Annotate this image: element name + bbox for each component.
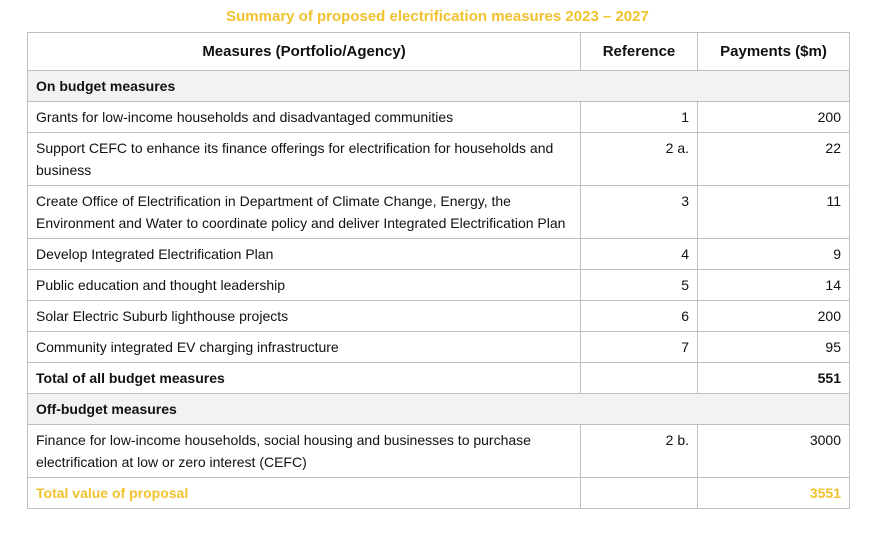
section-row: Off-budget measures (27, 393, 850, 425)
payment: 14 (697, 269, 850, 301)
empty-cell (580, 477, 698, 509)
measure: Public education and thought leadership (27, 269, 581, 301)
empty-cell (580, 362, 698, 394)
payment: 3000 (697, 424, 850, 478)
total-value: 551 (697, 362, 850, 394)
table-body: On budget measures Grants for low-income … (27, 70, 850, 509)
grand-total-label: Total value of proposal (27, 477, 581, 509)
payment: 11 (697, 185, 850, 239)
reference: 4 (580, 238, 698, 270)
section-title: Off-budget measures (27, 393, 850, 425)
measure-row: Community integrated EV charging infrast… (27, 331, 850, 363)
column-header: Payments ($m) (697, 32, 850, 71)
measure: Support CEFC to enhance its finance offe… (27, 132, 581, 186)
measure: Develop Integrated Electrification Plan (27, 238, 581, 270)
measure: Community integrated EV charging infrast… (27, 331, 581, 363)
payment: 200 (697, 101, 850, 133)
reference: 1 (580, 101, 698, 133)
payment: 9 (697, 238, 850, 270)
header-row: Measures (Portfolio/Agency) Reference Pa… (27, 32, 850, 71)
measure: Finance for low-income households, socia… (27, 424, 581, 478)
measure: Create Office of Electrification in Depa… (27, 185, 581, 239)
measure-row: Finance for low-income households, socia… (27, 424, 850, 478)
measure: Grants for low-income households and dis… (27, 101, 581, 133)
reference: 2 a. (580, 132, 698, 186)
column-header: Measures (Portfolio/Agency) (27, 32, 581, 71)
section-row: On budget measures (27, 70, 850, 102)
reference: 5 (580, 269, 698, 301)
total-label: Total of all budget measures (27, 362, 581, 394)
measure-row: Grants for low-income households and dis… (27, 101, 850, 133)
measure-row: Public education and thought leadership 5… (27, 269, 850, 301)
payment: 22 (697, 132, 850, 186)
measure-row: Solar Electric Suburb lighthouse project… (27, 300, 850, 332)
payment: 95 (697, 331, 850, 363)
grand-total-value: 3551 (697, 477, 850, 509)
column-header: Reference (580, 32, 698, 71)
measure-row: Support CEFC to enhance its finance offe… (27, 132, 850, 186)
reference: 3 (580, 185, 698, 239)
grand-total-row: Total value of proposal 3551 (27, 477, 850, 509)
table-title: Summary of proposed electrification meas… (226, 8, 649, 25)
total-row: Total of all budget measures 551 (27, 362, 850, 394)
reference: 2 b. (580, 424, 698, 478)
measure-row: Develop Integrated Electrification Plan 4… (27, 238, 850, 270)
measure: Solar Electric Suburb lighthouse project… (27, 300, 581, 332)
payment: 200 (697, 300, 850, 332)
measure-row: Create Office of Electrification in Depa… (27, 185, 850, 239)
measures-table: Measures (Portfolio/Agency) Reference Pa… (27, 32, 850, 509)
section-title: On budget measures (27, 70, 850, 102)
reference: 6 (580, 300, 698, 332)
reference: 7 (580, 331, 698, 363)
